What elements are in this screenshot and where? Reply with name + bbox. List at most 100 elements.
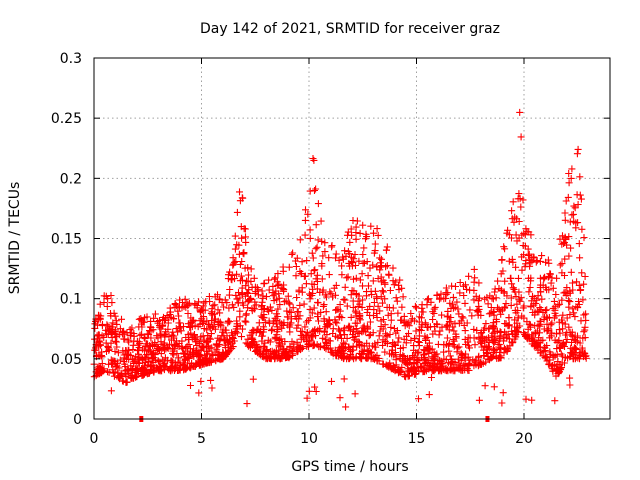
data-point	[247, 265, 255, 273]
data-point	[437, 357, 445, 365]
data-point	[547, 350, 555, 358]
data-point	[312, 332, 319, 340]
data-point	[437, 290, 445, 298]
data-point	[400, 358, 408, 366]
data-point	[185, 341, 193, 348]
data-point	[511, 316, 519, 324]
data-point	[415, 356, 423, 364]
data-point	[532, 300, 540, 307]
data-point	[412, 327, 420, 335]
data-point	[503, 334, 511, 342]
data-point	[207, 357, 215, 365]
data-point	[566, 374, 574, 382]
data-point	[184, 310, 192, 317]
data-point	[431, 303, 439, 311]
data-point	[223, 332, 231, 340]
data-point	[562, 338, 570, 346]
data-point	[130, 374, 138, 382]
data-point	[265, 317, 273, 325]
x-tick-label: 10	[300, 431, 318, 447]
data-point	[206, 324, 214, 332]
data-point	[519, 304, 527, 312]
data-point	[349, 304, 357, 311]
data-point	[186, 364, 194, 372]
data-point	[571, 313, 579, 321]
data-point	[489, 308, 497, 316]
data-point	[504, 322, 512, 330]
data-point	[275, 294, 283, 302]
data-point	[429, 330, 437, 338]
data-point	[138, 330, 146, 338]
data-point	[493, 327, 501, 335]
data-point	[258, 298, 266, 306]
data-point	[543, 313, 551, 321]
data-point	[478, 329, 486, 337]
data-point	[352, 235, 360, 243]
data-point	[457, 349, 465, 357]
data-point	[369, 329, 377, 337]
data-point	[363, 354, 371, 362]
data-point	[277, 343, 285, 351]
data-point	[266, 303, 274, 311]
data-point	[367, 222, 375, 230]
data-point	[561, 239, 568, 246]
data-point	[525, 250, 533, 258]
data-point	[271, 275, 278, 283]
data-point	[381, 348, 389, 356]
data-point	[526, 284, 534, 291]
data-point	[485, 334, 492, 342]
data-point	[463, 319, 471, 327]
data-point	[318, 275, 326, 283]
data-point	[579, 348, 586, 356]
x-axis-label: GPS time / hours	[291, 459, 408, 475]
data-point	[197, 308, 205, 316]
data-point	[237, 272, 245, 280]
data-point	[547, 321, 555, 329]
data-point	[570, 335, 578, 343]
data-point	[209, 351, 217, 359]
data-point	[235, 250, 243, 258]
data-point	[297, 327, 305, 335]
data-point	[188, 323, 196, 331]
data-point	[107, 339, 115, 347]
data-point	[211, 301, 219, 309]
data-point	[344, 273, 352, 281]
data-point	[493, 318, 501, 326]
data-point	[530, 253, 538, 261]
data-point	[353, 217, 361, 225]
data-point	[442, 364, 450, 372]
data-point	[404, 365, 412, 373]
data-point	[450, 337, 458, 345]
data-point	[306, 226, 314, 234]
data-point	[554, 358, 562, 366]
data-point	[564, 193, 572, 201]
data-point	[103, 348, 110, 355]
data-point	[373, 314, 381, 321]
data-point	[280, 319, 288, 327]
data-point	[521, 263, 529, 271]
data-point	[209, 302, 217, 310]
data-point	[566, 381, 574, 389]
data-point	[343, 274, 351, 282]
data-point	[572, 224, 580, 232]
data-point	[475, 396, 483, 404]
data-point	[507, 301, 515, 309]
data-point	[403, 332, 411, 340]
data-point	[176, 319, 184, 327]
data-point	[547, 270, 554, 278]
data-point	[116, 325, 124, 333]
data-point	[332, 291, 339, 299]
data-point	[488, 332, 496, 340]
data-point	[325, 271, 333, 279]
data-point	[332, 250, 340, 258]
data-point	[581, 353, 589, 360]
data-point	[358, 270, 366, 278]
data-point	[498, 399, 506, 407]
data-point	[545, 259, 553, 267]
data-point	[219, 349, 227, 357]
data-point	[437, 366, 445, 373]
data-point	[314, 313, 322, 321]
data-point	[580, 234, 588, 242]
data-point	[233, 208, 241, 216]
